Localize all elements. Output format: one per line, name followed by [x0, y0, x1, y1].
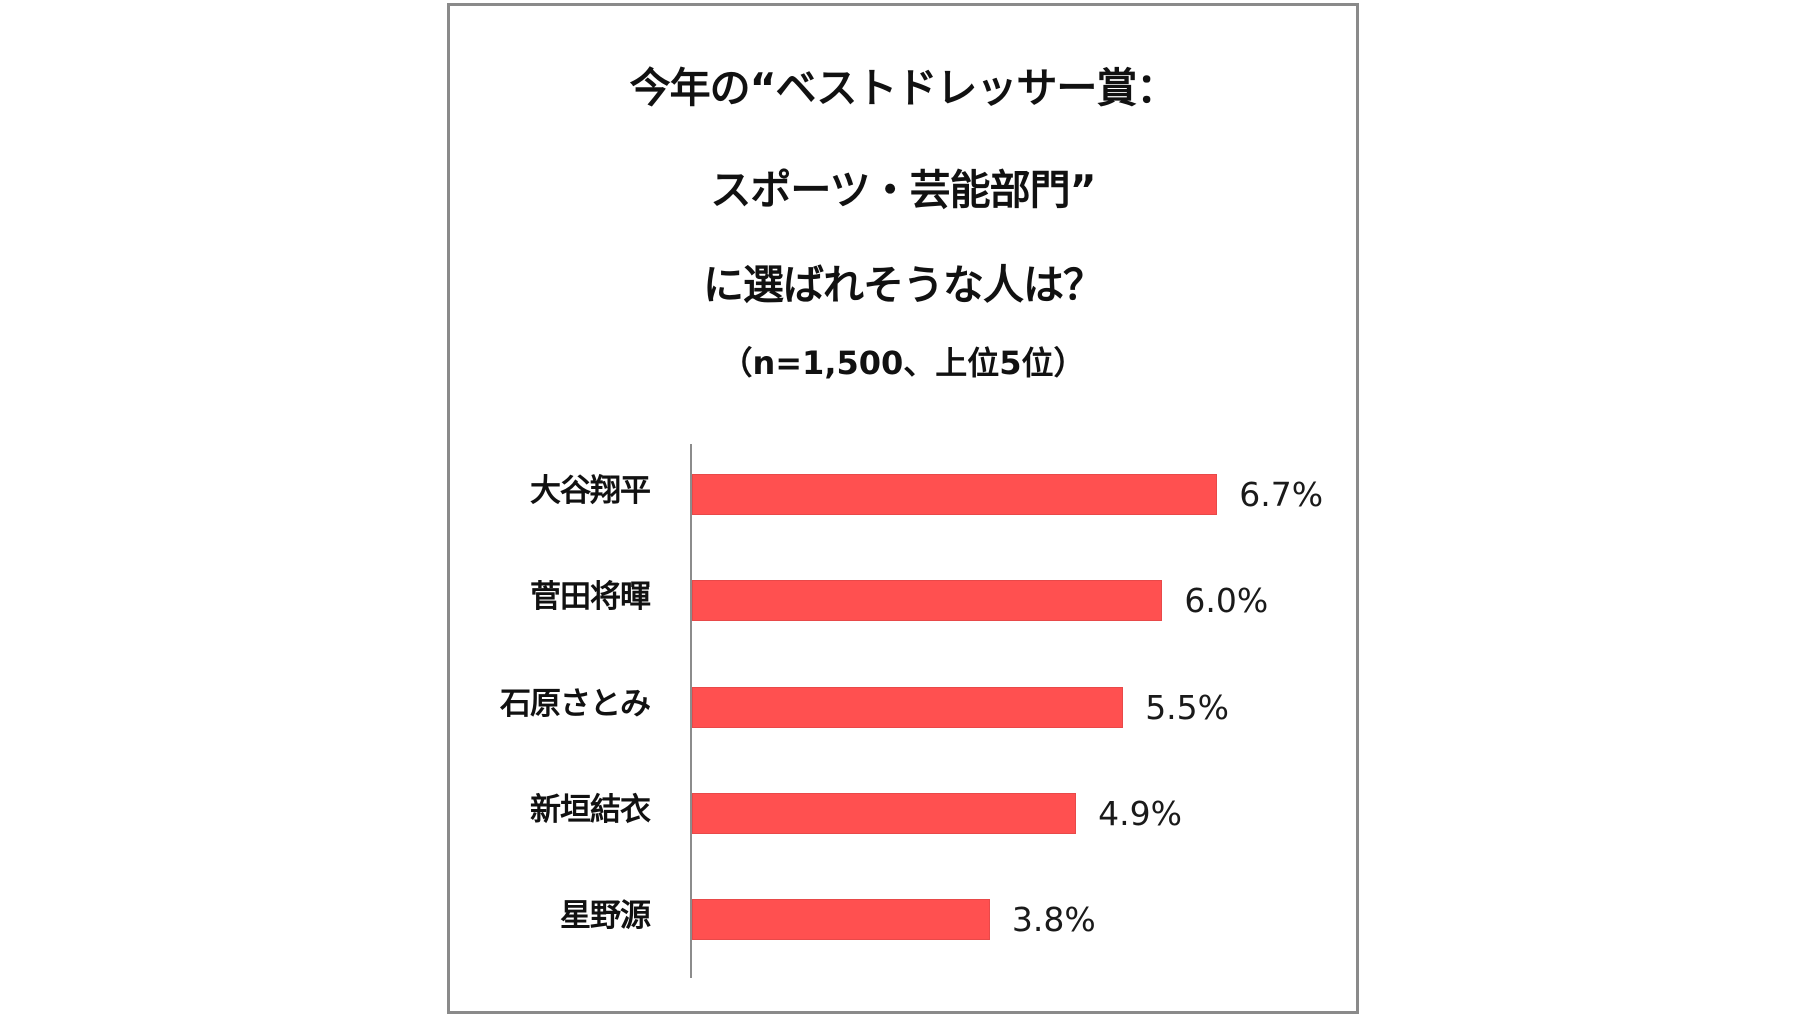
chart-subtitle: （n=1,500、上位5位）: [720, 344, 1086, 382]
chart-title-line-2: スポーツ・芸能部門”: [710, 166, 1096, 214]
bar: [692, 474, 1218, 515]
bar: [692, 580, 1163, 622]
bar-row: 新垣結衣 4.9%: [450, 791, 1356, 834]
value-label: 3.8%: [1011, 900, 1096, 939]
value-label: 4.9%: [1098, 793, 1182, 833]
bar: [692, 686, 1124, 728]
bar-row: 星野源 3.8%: [450, 898, 1356, 940]
category-label: 石原さとみ: [500, 685, 651, 722]
category-label: 星野源: [560, 898, 651, 934]
bar: [692, 792, 1077, 834]
chart-title-line-1: 今年の“ベストドレッサー賞：: [629, 64, 1178, 112]
chart-frame: 今年の“ベストドレッサー賞： スポーツ・芸能部門” に選ばれそうな人は？ （n=…: [447, 3, 1359, 1014]
category-label: 大谷翔平: [530, 473, 651, 509]
category-label: 新垣結衣: [530, 791, 651, 828]
value-label: 5.5%: [1145, 687, 1230, 727]
y-axis-line: [690, 444, 692, 978]
bar-row: 菅田将暉 6.0%: [450, 579, 1356, 622]
category-label: 菅田将暉: [530, 579, 651, 616]
value-label: 6.7%: [1239, 475, 1324, 514]
value-label: 6.0%: [1184, 581, 1269, 621]
bar-row: 大谷翔平 6.7%: [450, 473, 1356, 515]
bar: [692, 899, 990, 940]
bar-row: 石原さとみ 5.5%: [450, 685, 1356, 728]
chart-title-line-3: に選ばれそうな人は？: [703, 261, 1104, 309]
